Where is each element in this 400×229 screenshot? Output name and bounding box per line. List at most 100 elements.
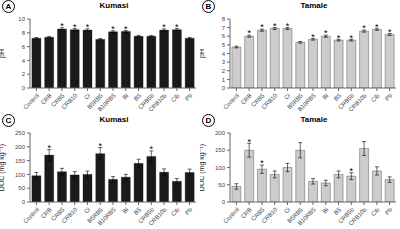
svg-text:Cib: Cib [370,206,381,217]
svg-text:8: 8 [222,16,226,22]
svg-text:CRB10: CRB10 [260,206,278,224]
svg-text:B5: B5 [333,206,343,216]
svg-text:*: * [150,144,154,154]
svg-text:CRB5: CRB5 [50,206,66,222]
svg-text:CRB5b: CRB5b [337,206,355,225]
svg-text:*: * [99,141,103,151]
svg-text:CRB5b: CRB5b [137,206,155,225]
svg-text:0: 0 [22,85,26,91]
svg-text:5: 5 [222,42,226,48]
svg-text:B10RB5: B10RB5 [97,92,118,113]
svg-text:pH: pH [200,49,206,58]
svg-text:7: 7 [222,25,226,31]
svg-text:Pb: Pb [384,92,392,102]
svg-text:50: 50 [218,182,225,188]
svg-text:CRB10b: CRB10b [348,206,369,227]
svg-text:50: 50 [18,185,25,191]
svg-text:*: * [375,22,379,32]
svg-text:CRB10: CRB10 [60,206,78,224]
svg-text:100: 100 [215,165,226,171]
svg-text:*: * [337,33,341,43]
svg-text:Control: Control [22,206,40,224]
svg-text:*: * [175,22,179,32]
svg-text:Cib: Cib [170,92,181,103]
svg-text:B5: B5 [133,206,143,216]
svg-text:2: 2 [22,71,26,77]
svg-text:*: * [350,166,354,176]
svg-text:B10RB5: B10RB5 [97,206,118,227]
svg-text:*: * [311,32,315,42]
svg-text:150: 150 [215,147,226,153]
svg-text:6: 6 [222,33,226,39]
svg-text:*: * [86,22,90,32]
svg-text:*: * [324,28,328,38]
svg-text:CRB5b: CRB5b [137,92,155,111]
svg-text:*: * [47,143,51,153]
svg-text:*: * [260,158,264,168]
svg-text:Cib: Cib [370,92,381,103]
svg-text:B5RB5: B5RB5 [86,92,104,111]
svg-text:10: 10 [18,16,25,22]
svg-text:0: 0 [222,85,226,91]
svg-text:*: * [273,21,277,31]
svg-text:CRB5b: CRB5b [337,92,355,111]
svg-text:150: 150 [15,158,26,164]
svg-text:Bi: Bi [321,206,329,214]
svg-text:B5RB5: B5RB5 [286,92,304,111]
svg-text:*: * [260,22,264,32]
svg-text:Ci: Ci [83,206,91,214]
svg-text:CRB10: CRB10 [260,92,278,110]
svg-text:Control: Control [22,92,40,110]
svg-text:Bi: Bi [321,92,329,100]
svg-text:*: * [60,21,64,31]
svg-text:*: * [350,33,354,43]
svg-text:*: * [162,22,166,32]
svg-text:B5: B5 [333,92,343,102]
svg-text:CRB10b: CRB10b [148,92,169,113]
svg-text:B10RB5: B10RB5 [297,92,318,113]
svg-text:250: 250 [15,130,26,136]
svg-text:4: 4 [22,58,26,64]
svg-text:*: * [124,24,128,34]
svg-text:CRB5: CRB5 [50,92,66,108]
svg-text:*: * [388,27,392,37]
svg-text:100: 100 [15,172,26,178]
svg-text:CRB10b: CRB10b [148,206,169,227]
svg-text:Pb: Pb [384,206,392,216]
svg-text:200: 200 [15,144,26,150]
svg-text:Cib: Cib [170,206,181,217]
svg-text:Ci: Ci [83,92,91,100]
svg-text:B5RB5: B5RB5 [286,206,304,225]
svg-text:DOC (mg kg⁻¹): DOC (mg kg⁻¹) [200,144,206,191]
svg-text:Bi: Bi [121,92,129,100]
svg-text:0: 0 [222,199,226,205]
svg-text:B10RB5: B10RB5 [297,206,318,227]
svg-text:*: * [247,137,251,147]
svg-text:1: 1 [222,77,226,83]
svg-text:CRB10: CRB10 [60,92,78,110]
svg-text:4: 4 [222,51,226,57]
svg-text:B5: B5 [133,92,143,102]
svg-text:Ci: Ci [283,206,291,214]
svg-text:200: 200 [215,130,226,136]
svg-text:B5RB5: B5RB5 [86,206,104,225]
svg-text:Bi: Bi [121,206,129,214]
svg-text:*: * [247,28,251,38]
svg-text:2: 2 [222,68,226,74]
svg-text:0: 0 [22,199,26,205]
svg-text:*: * [73,22,77,32]
svg-text:*: * [111,24,115,34]
svg-text:8: 8 [22,30,26,36]
svg-text:Pb: Pb [184,92,194,102]
svg-text:CRB5: CRB5 [250,206,266,222]
svg-text:*: * [362,23,366,33]
svg-text:Pb: Pb [184,206,194,216]
svg-text:Ci: Ci [283,92,291,100]
svg-text:3: 3 [222,59,226,65]
svg-text:CRB5: CRB5 [250,92,266,108]
svg-text:Control: Control [222,92,240,110]
svg-text:6: 6 [22,44,26,50]
svg-text:CRB10b: CRB10b [348,92,369,113]
svg-text:*: * [286,21,290,31]
svg-text:Control: Control [222,206,240,224]
